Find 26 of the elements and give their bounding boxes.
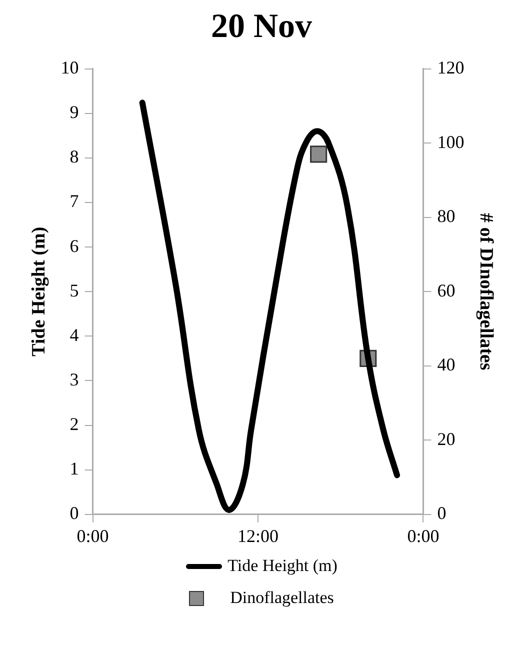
legend-label: Tide Height (m) [228,556,338,576]
y2-tick-label: 20 [437,428,456,449]
y-tick-label: 9 [70,102,79,122]
legend-label: Dinoflagellates [230,588,334,608]
y-tick-label: 2 [70,414,79,434]
chart-title: 20 Nov [210,8,314,47]
y2-tick-label: 0 [437,503,446,524]
y-tick-label: 3 [70,369,79,390]
y-axis-title: Tide Height (m) [28,226,50,356]
y-tick-label: 5 [70,280,79,300]
y2-tick-label: 100 [437,132,464,152]
y2-axis-title: # of DInoflagellates [476,212,497,370]
y2-tick-label: 60 [437,280,456,300]
x-tick-label: 12:00 [237,526,279,546]
y-tick-label: 0 [70,503,79,524]
y-tick-label: 7 [70,191,79,212]
x-tick-label: 0:00 [76,526,109,546]
y-tick-label: 10 [60,58,79,78]
y-tick-label: 6 [70,236,79,256]
y-tick-label: 1 [70,458,79,479]
y-tick-label: 4 [70,324,79,345]
x-tick-label: 0:00 [407,526,440,546]
y-tick-label: 8 [70,146,79,167]
y2-tick-label: 80 [437,206,456,226]
y2-tick-label: 40 [437,354,456,375]
y2-tick-label: 120 [437,58,464,78]
